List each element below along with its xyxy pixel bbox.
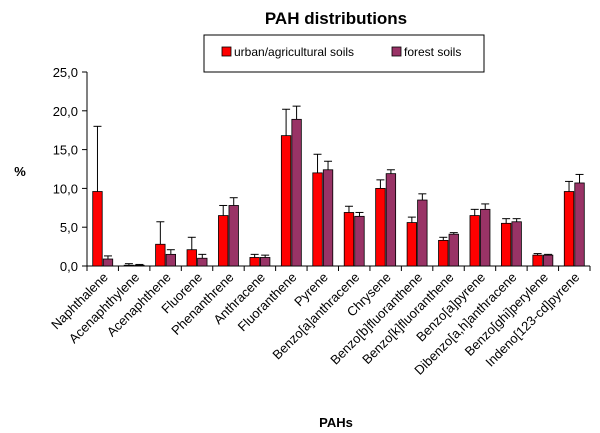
bar-forest bbox=[417, 199, 428, 267]
bar-urban bbox=[532, 254, 543, 267]
bar-forest bbox=[165, 253, 176, 267]
bar-urban bbox=[375, 187, 386, 267]
y-tick-label: 0,0 bbox=[60, 259, 78, 274]
legend: urban/agricultural soils forest soils bbox=[203, 34, 485, 73]
y-axis-label: % bbox=[14, 164, 26, 179]
bar-forest bbox=[260, 257, 271, 267]
y-tick-label: 25,0 bbox=[53, 65, 78, 80]
bar-forest bbox=[448, 233, 459, 267]
bar-forest bbox=[102, 258, 114, 267]
x-axis-label: PAHs bbox=[319, 415, 353, 430]
bar-forest bbox=[197, 257, 208, 267]
bar-urban bbox=[406, 222, 417, 267]
bar-forest bbox=[574, 182, 585, 267]
legend-swatch-urban bbox=[221, 46, 232, 57]
bar-urban bbox=[343, 212, 355, 267]
bar-forest bbox=[542, 254, 554, 267]
bar-forest bbox=[385, 173, 397, 267]
bar-urban bbox=[280, 135, 292, 267]
bar-urban bbox=[155, 243, 166, 267]
bar-urban bbox=[218, 215, 229, 267]
bar-forest bbox=[511, 221, 522, 267]
y-tick-label: 5,0 bbox=[60, 220, 78, 235]
bar-forest bbox=[322, 169, 334, 267]
bar-forest bbox=[291, 118, 302, 267]
y-tick-label: 15,0 bbox=[53, 143, 78, 158]
bar-urban bbox=[123, 264, 135, 267]
legend-swatch-forest bbox=[391, 46, 402, 57]
bar-urban bbox=[563, 191, 575, 267]
chart-title: PAH distributions bbox=[265, 9, 407, 28]
legend-label-forest: forest soils bbox=[404, 45, 461, 59]
bar-forest bbox=[480, 208, 491, 267]
bar-urban bbox=[501, 222, 512, 267]
bar-urban bbox=[469, 215, 480, 267]
y-tick-label: 10,0 bbox=[53, 181, 78, 196]
bar-forest bbox=[228, 205, 239, 267]
legend-box bbox=[203, 34, 485, 73]
bar-urban bbox=[92, 191, 103, 267]
bar-forest bbox=[354, 215, 365, 267]
y-tick-label: 20,0 bbox=[53, 104, 78, 119]
bar-forest bbox=[134, 264, 145, 267]
bar-urban bbox=[249, 257, 260, 267]
bar-urban bbox=[312, 172, 323, 267]
legend-label-urban: urban/agricultural soils bbox=[234, 45, 354, 59]
bar-urban bbox=[438, 239, 449, 267]
plot-area: 0,05,010,015,020,025,0NaphthaleneAcenaph… bbox=[48, 65, 591, 378]
bar-urban bbox=[186, 249, 197, 267]
